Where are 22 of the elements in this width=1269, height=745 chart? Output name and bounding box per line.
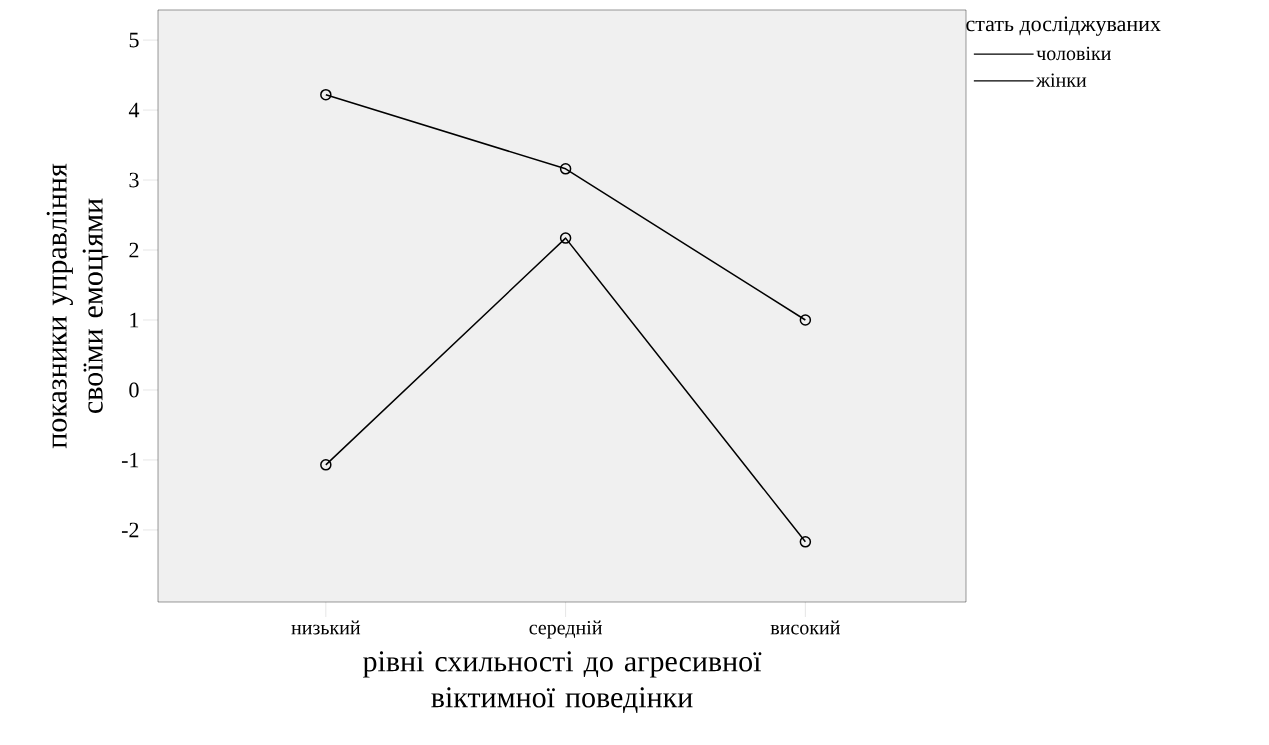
x-axis-title: рівні схильності до агресивної віктимної поведінки <box>363 651 762 714</box>
y-tick-label: -1 <box>121 452 139 468</box>
x-tick-label: високий <box>770 620 840 635</box>
y-tick-label: 1 <box>130 312 139 328</box>
point <box>559 163 572 175</box>
y-axis-title: показники управління своїми емоціями <box>46 163 109 449</box>
y-tick-label: 3 <box>129 172 139 188</box>
legend-label: чоловіки <box>1036 46 1111 61</box>
point <box>799 314 812 326</box>
y-tick-label: 4 <box>128 102 140 118</box>
point <box>320 88 332 101</box>
point <box>559 232 572 244</box>
x-tick-label: середній <box>529 620 603 639</box>
point <box>320 459 332 471</box>
y-tick-label: 0 <box>129 382 139 398</box>
y-tick-label: 5 <box>129 32 139 48</box>
legend-title: стать досліджуваних <box>966 16 1161 36</box>
y-tick-label: 2 <box>129 242 139 258</box>
point <box>799 536 812 548</box>
y-tick-label: -2 <box>121 522 139 538</box>
legend-label: жінки <box>1036 73 1087 87</box>
x-tick-label: низький <box>291 620 361 635</box>
